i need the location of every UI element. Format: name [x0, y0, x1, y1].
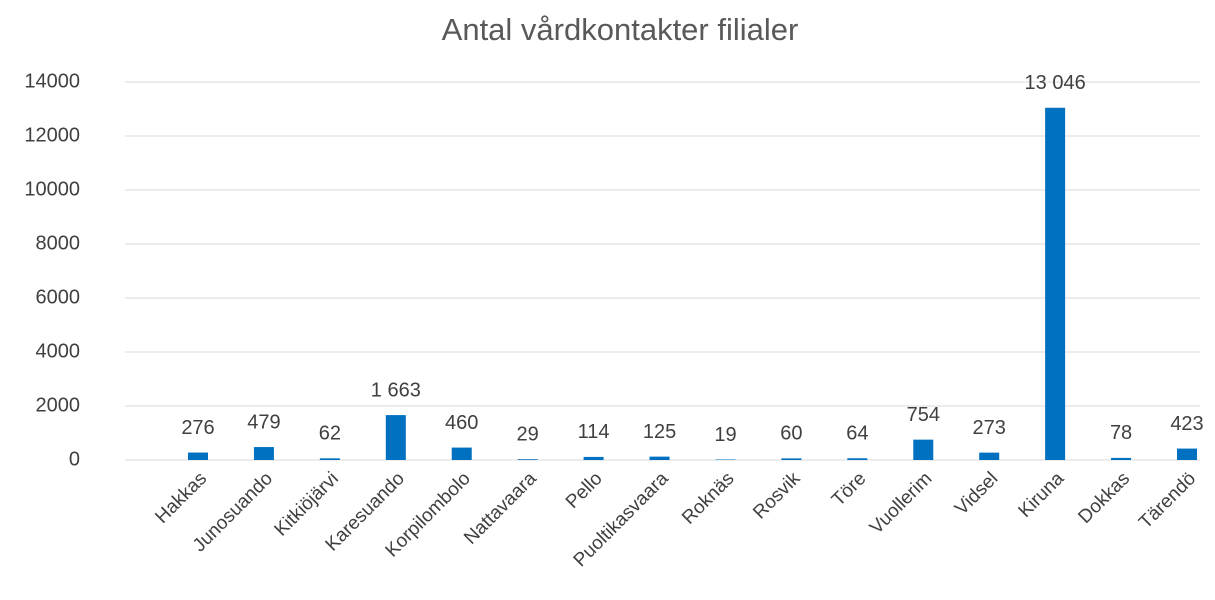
- value-label: 64: [846, 423, 868, 445]
- value-label: 62: [319, 423, 341, 445]
- bar: [385, 415, 406, 460]
- bar: [188, 452, 208, 460]
- y-tick-label: 2000: [36, 394, 81, 416]
- x-tick-label: Dokkas: [1074, 468, 1134, 528]
- value-label: 125: [643, 421, 676, 443]
- bar: [715, 459, 736, 460]
- chart-title: Antal vårdkontakter filialer: [442, 12, 799, 47]
- y-tick-label: 10000: [24, 178, 80, 200]
- x-tick-label: Vuollerim: [866, 468, 936, 538]
- bar: [1177, 448, 1197, 460]
- bar: [781, 458, 802, 460]
- value-label: 1 663: [371, 379, 421, 401]
- bar: [319, 458, 340, 460]
- x-tick-label: Kiruna: [1015, 468, 1069, 522]
- value-label: 29: [517, 423, 539, 445]
- x-tick-label: Vidsel: [951, 468, 1002, 519]
- x-tick-label: Hakkas: [151, 468, 211, 528]
- x-tick-label: Roknäs: [678, 468, 738, 528]
- bar: [847, 458, 868, 460]
- y-tick-label: 0: [69, 448, 80, 470]
- y-tick-label: 4000: [36, 340, 81, 362]
- value-label: 423: [1170, 413, 1203, 435]
- bar: [1111, 457, 1132, 460]
- bar: [979, 452, 1000, 460]
- bar: [1045, 107, 1066, 461]
- bar: [451, 447, 472, 460]
- value-label: 78: [1110, 422, 1132, 444]
- value-label: 276: [181, 417, 214, 439]
- value-label: 60: [780, 423, 802, 445]
- bar: [253, 447, 274, 460]
- bar: [913, 439, 934, 460]
- bar: [583, 456, 604, 460]
- value-label: 273: [973, 417, 1006, 439]
- value-label: 13 046: [1025, 72, 1086, 94]
- value-label: 754: [907, 404, 940, 426]
- y-tick-label: 6000: [36, 286, 81, 308]
- value-label: 19: [714, 424, 736, 446]
- value-label: 460: [445, 412, 478, 434]
- x-tick-label: Nattavaara: [460, 468, 541, 549]
- x-tick-label: Pello: [562, 468, 607, 513]
- bar: [517, 459, 538, 460]
- value-label: 114: [578, 421, 610, 443]
- x-tick-label: Rosvik: [749, 468, 805, 524]
- bar: [649, 456, 670, 460]
- y-tick-label: 14000: [24, 70, 80, 92]
- y-tick-label: 8000: [36, 232, 81, 254]
- x-tick-label: Töre: [828, 468, 870, 510]
- x-tick-label: Tärendö: [1135, 468, 1200, 533]
- y-tick-label: 12000: [24, 124, 80, 146]
- value-label: 479: [247, 411, 280, 433]
